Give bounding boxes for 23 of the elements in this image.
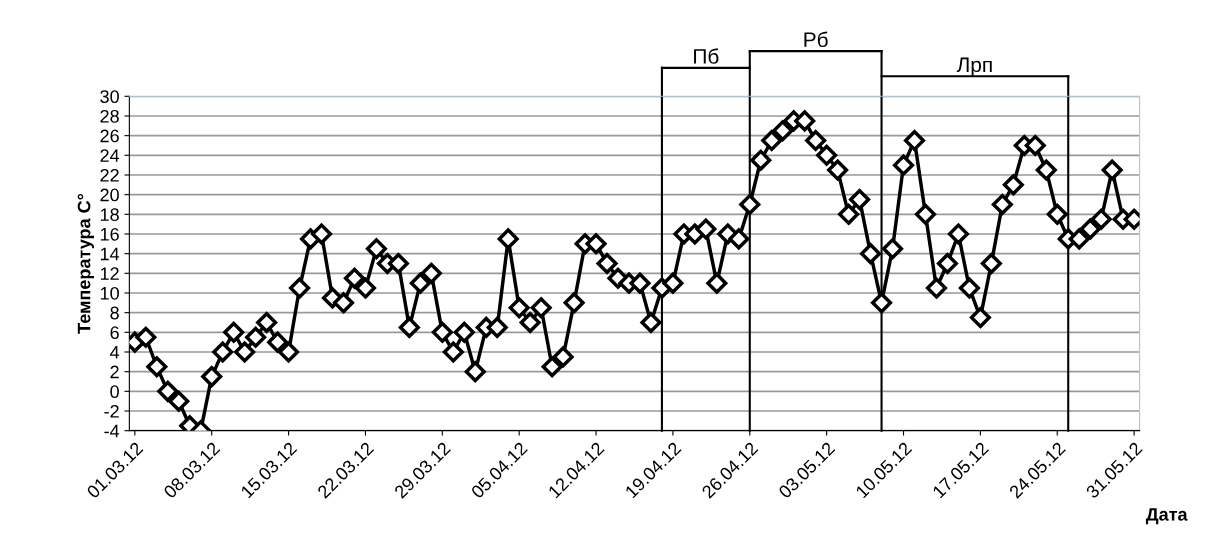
y-tick-label: 24 bbox=[100, 149, 120, 162]
y-tick-label: 10 bbox=[100, 286, 119, 300]
y-tick-label: 6 bbox=[110, 326, 119, 340]
y-tick-label: 2 bbox=[110, 365, 119, 379]
text: Лрп bbox=[956, 57, 992, 77]
y-tick-label: 8 bbox=[110, 306, 119, 320]
y-tick-label: 4 bbox=[110, 346, 120, 359]
y-tick-label: 20 bbox=[100, 188, 119, 202]
y-tick-label: 18 bbox=[100, 208, 119, 222]
y-tick-label: 16 bbox=[100, 227, 119, 241]
y-tick-label: 28 bbox=[100, 109, 119, 123]
y-tick-label: 14 bbox=[100, 247, 120, 261]
y-tick-label: -4 bbox=[104, 424, 120, 438]
text: Рб bbox=[804, 31, 828, 48]
y-tick-label: 0 bbox=[110, 385, 119, 399]
text: Пб bbox=[694, 48, 719, 64]
y-tick-label: 12 bbox=[100, 267, 119, 280]
y-tick-label: 22 bbox=[100, 168, 119, 182]
y-tick-label: 26 bbox=[100, 129, 119, 143]
y-tick-label: 30 bbox=[100, 90, 119, 104]
x-axis-title: Дата bbox=[1145, 508, 1188, 525]
y-axis-title: Температура С° bbox=[77, 193, 94, 334]
y-tick-label: -2 bbox=[104, 404, 119, 418]
